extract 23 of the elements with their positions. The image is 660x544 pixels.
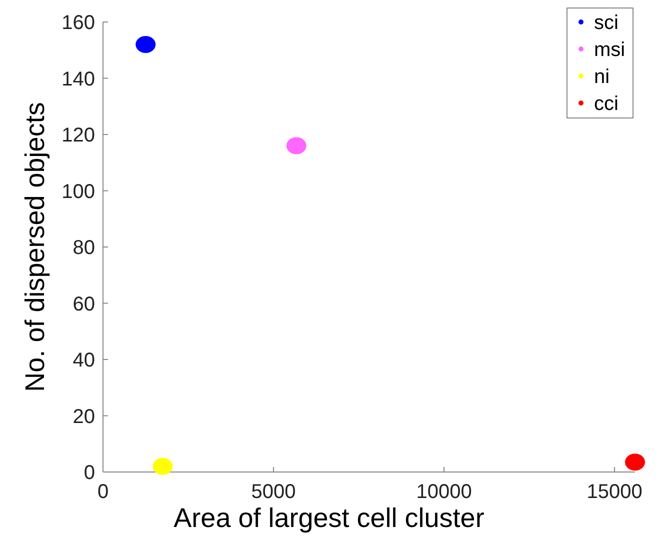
- legend-label: ni: [594, 66, 610, 88]
- y-tick-label: 100: [62, 180, 95, 203]
- point: [136, 36, 156, 53]
- y-tick-label: 160: [62, 12, 95, 34]
- x-tick-label: 0: [97, 481, 109, 503]
- y-tick-label: 60: [72, 293, 95, 316]
- x-tick-label: 5000: [251, 481, 296, 503]
- y-axis-title: No. of dispersed objects: [20, 102, 50, 392]
- point: [152, 458, 173, 475]
- y-tick-label: 120: [62, 124, 95, 146]
- point: [286, 137, 306, 154]
- y-tick-label: 0: [84, 462, 95, 484]
- y-tick-label: 20: [72, 406, 95, 428]
- y-tick-label: 140: [62, 68, 95, 90]
- y-tick-label: 40: [72, 350, 95, 372]
- y-tick-label: 80: [72, 237, 95, 259]
- legend-label: msi: [594, 39, 626, 61]
- x-tick-label: 15000: [586, 481, 642, 503]
- x-axis-title: Area of largest cell cluster: [174, 503, 484, 533]
- legend-label: cci: [594, 93, 618, 115]
- point: [625, 454, 645, 471]
- legend-label: sci: [594, 12, 618, 34]
- x-tick-label: 10000: [416, 481, 472, 503]
